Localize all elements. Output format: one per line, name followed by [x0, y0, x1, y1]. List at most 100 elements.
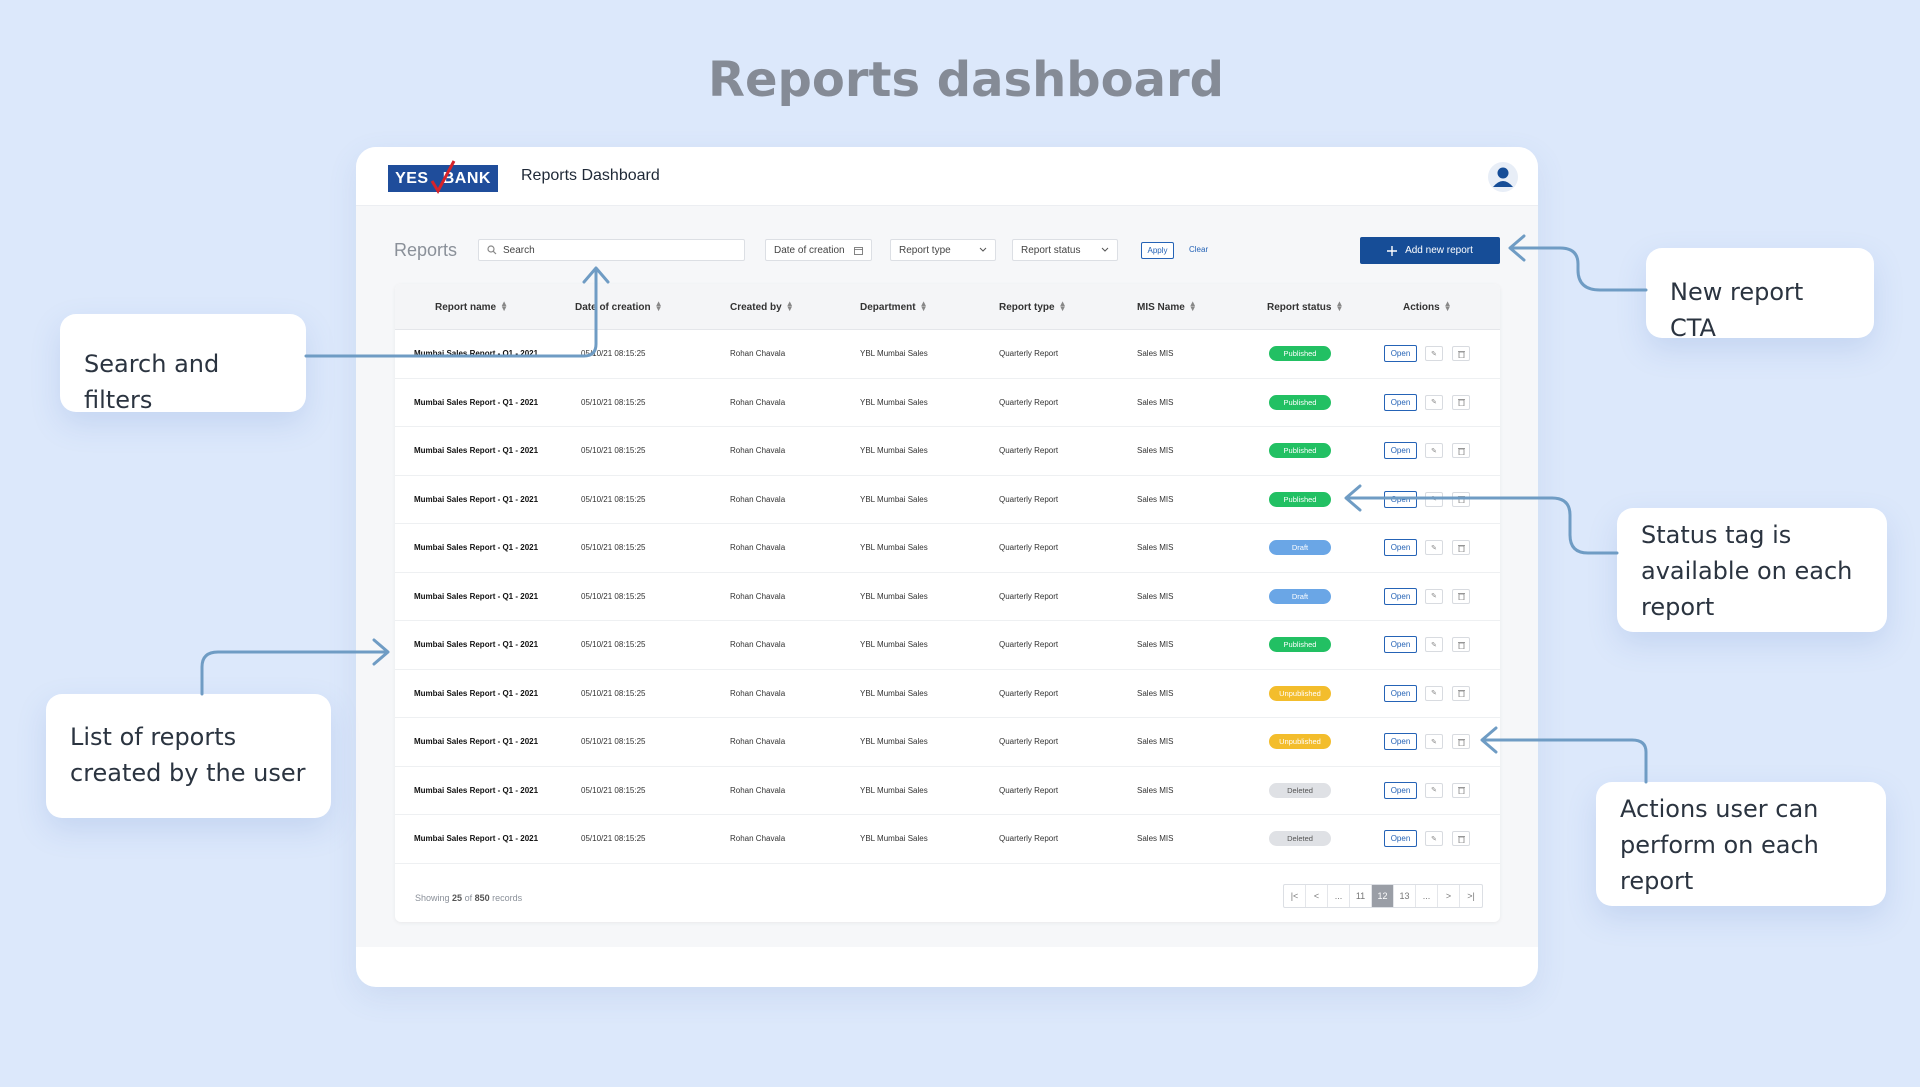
delete-icon[interactable] — [1452, 540, 1470, 555]
showing-total: 850 — [474, 893, 490, 903]
report-type-cell: Quarterly Report — [999, 543, 1059, 553]
edit-icon[interactable]: ✎ — [1425, 685, 1443, 701]
page-button[interactable]: >| — [1467, 891, 1475, 901]
table-row[interactable]: Mumbai Sales Report - Q1 - 2021 05/10/21 … — [395, 330, 1500, 379]
column-header[interactable]: Created by ▲ ▼ — [730, 284, 794, 330]
user-avatar-icon[interactable] — [1488, 162, 1518, 192]
column-header[interactable]: Report status ▲ ▼ — [1267, 284, 1343, 330]
add-new-report-button[interactable]: Add new report — [1360, 237, 1500, 264]
edit-icon[interactable]: ✎ — [1425, 394, 1443, 410]
report-status-filter[interactable]: Report status — [1012, 239, 1118, 261]
created-by-cell: Rohan Chavala — [730, 834, 786, 844]
open-button[interactable]: Open — [1384, 636, 1417, 653]
column-header[interactable]: Actions ▲ ▼ — [1403, 284, 1452, 330]
page-button[interactable]: 12 — [1372, 885, 1394, 907]
department-cell: YBL Mumbai Sales — [860, 397, 928, 407]
department-cell: YBL Mumbai Sales — [860, 543, 928, 553]
sort-icon[interactable]: ▲ ▼ — [919, 299, 928, 313]
status-badge: Deleted — [1269, 782, 1331, 798]
open-button[interactable]: Open — [1384, 684, 1417, 702]
chevron-down-icon — [979, 247, 987, 252]
date-cell: 05/10/21 08:15:25 — [581, 349, 646, 359]
department-cell: YBL Mumbai Sales — [860, 446, 928, 456]
delete-icon[interactable] — [1452, 491, 1470, 507]
edit-icon[interactable]: ✎ — [1425, 831, 1443, 846]
callout-new-report: New report CTA — [1646, 248, 1874, 342]
page-button[interactable]: < — [1306, 885, 1328, 907]
department-cell: YBL Mumbai Sales — [860, 591, 928, 601]
edit-icon[interactable]: ✎ — [1425, 782, 1443, 798]
page-button[interactable]: 11 — [1350, 885, 1372, 907]
edit-icon[interactable]: ✎ — [1425, 637, 1443, 652]
delete-icon[interactable] — [1452, 394, 1470, 410]
table-row[interactable]: Mumbai Sales Report - Q1 - 2021 05/10/21 … — [395, 476, 1500, 524]
open-button[interactable]: Open — [1384, 345, 1417, 362]
page-button[interactable]: > — [1438, 885, 1460, 907]
department-cell: YBL Mumbai Sales — [860, 785, 928, 795]
column-header[interactable]: Department ▲ ▼ — [860, 284, 928, 330]
delete-icon[interactable] — [1452, 831, 1470, 846]
page-title: Reports dashboard — [708, 52, 1224, 108]
open-button[interactable]: Open — [1384, 490, 1417, 508]
open-button[interactable]: Open — [1384, 442, 1417, 459]
clear-link[interactable]: Clear — [1189, 245, 1209, 254]
main-content: Reports Search Date of creation Report t… — [356, 206, 1538, 947]
sort-icon[interactable]: ▲ ▼ — [654, 299, 663, 313]
created-by-cell: Rohan Chavala — [730, 737, 786, 747]
report-type-cell: Quarterly Report — [999, 785, 1059, 795]
table-row[interactable]: Mumbai Sales Report - Q1 - 2021 05/10/21 … — [395, 573, 1500, 621]
delete-icon[interactable] — [1452, 346, 1470, 361]
sort-icon[interactable]: ▲ ▼ — [1188, 299, 1197, 313]
sort-icon[interactable]: ▲ ▼ — [1335, 299, 1344, 313]
delete-icon[interactable] — [1452, 782, 1470, 798]
table-row[interactable]: Mumbai Sales Report - Q1 - 2021 05/10/21 … — [395, 427, 1500, 476]
page-button[interactable]: ... — [1328, 885, 1350, 907]
sort-icon[interactable]: ▲ ▼ — [1058, 299, 1067, 313]
sort-icon[interactable]: ▲ ▼ — [500, 299, 509, 313]
delete-icon[interactable] — [1452, 685, 1470, 701]
department-cell: YBL Mumbai Sales — [860, 737, 928, 747]
report-name-cell: Mumbai Sales Report - Q1 - 2021 — [414, 640, 539, 650]
column-header[interactable]: Report name ▲ ▼ — [435, 284, 508, 330]
table-row[interactable]: Mumbai Sales Report - Q1 - 2021 05/10/21 … — [395, 718, 1500, 767]
table-row[interactable]: Mumbai Sales Report - Q1 - 2021 05/10/21 … — [395, 621, 1500, 670]
edit-icon[interactable]: ✎ — [1425, 443, 1443, 458]
open-button[interactable]: Open — [1384, 393, 1417, 411]
department-cell: YBL Mumbai Sales — [860, 688, 928, 698]
edit-icon[interactable]: ✎ — [1425, 346, 1443, 361]
date-filter[interactable]: Date of creation — [765, 239, 872, 261]
open-button[interactable]: Open — [1384, 781, 1417, 799]
edit-icon[interactable]: ✎ — [1425, 491, 1443, 507]
delete-icon[interactable] — [1452, 588, 1470, 604]
sort-icon[interactable]: ▲ ▼ — [785, 299, 794, 313]
apply-button[interactable]: Apply — [1141, 242, 1174, 259]
table-row[interactable]: Mumbai Sales Report - Q1 - 2021 05/10/21 … — [395, 379, 1500, 427]
delete-icon[interactable] — [1452, 637, 1470, 652]
column-header[interactable]: Report type ▲ ▼ — [999, 284, 1066, 330]
delete-icon[interactable] — [1452, 734, 1470, 749]
column-header[interactable]: MIS Name ▲ ▼ — [1137, 284, 1197, 330]
delete-icon[interactable] — [1452, 443, 1470, 458]
logo-text-left: YES — [395, 169, 429, 187]
table-row[interactable]: Mumbai Sales Report - Q1 - 2021 05/10/21 … — [395, 670, 1500, 718]
page-button[interactable]: 13 — [1394, 885, 1416, 907]
edit-icon[interactable]: ✎ — [1425, 540, 1443, 555]
open-button[interactable]: Open — [1384, 733, 1417, 750]
mis-name-cell: Sales MIS — [1137, 543, 1174, 553]
open-button[interactable]: Open — [1384, 539, 1417, 556]
open-button[interactable]: Open — [1384, 587, 1417, 605]
report-type-filter[interactable]: Report type — [890, 239, 996, 261]
page-button[interactable]: ... — [1416, 885, 1438, 907]
search-input[interactable]: Search — [478, 239, 745, 261]
page-button[interactable]: |< — [1284, 885, 1306, 907]
yes-bank-logo[interactable]: YES BANK — [388, 160, 498, 195]
sort-icon[interactable]: ▲ ▼ — [1443, 299, 1452, 313]
column-header[interactable]: Date of creation ▲ ▼ — [575, 284, 663, 330]
edit-icon[interactable]: ✎ — [1425, 588, 1443, 604]
open-button[interactable]: Open — [1384, 830, 1417, 847]
edit-icon[interactable]: ✎ — [1425, 734, 1443, 749]
table-row[interactable]: Mumbai Sales Report - Q1 - 2021 05/10/21 … — [395, 524, 1500, 573]
report-type-cell: Quarterly Report — [999, 446, 1059, 456]
table-row[interactable]: Mumbai Sales Report - Q1 - 2021 05/10/21 … — [395, 815, 1500, 864]
table-row[interactable]: Mumbai Sales Report - Q1 - 2021 05/10/21 … — [395, 767, 1500, 815]
